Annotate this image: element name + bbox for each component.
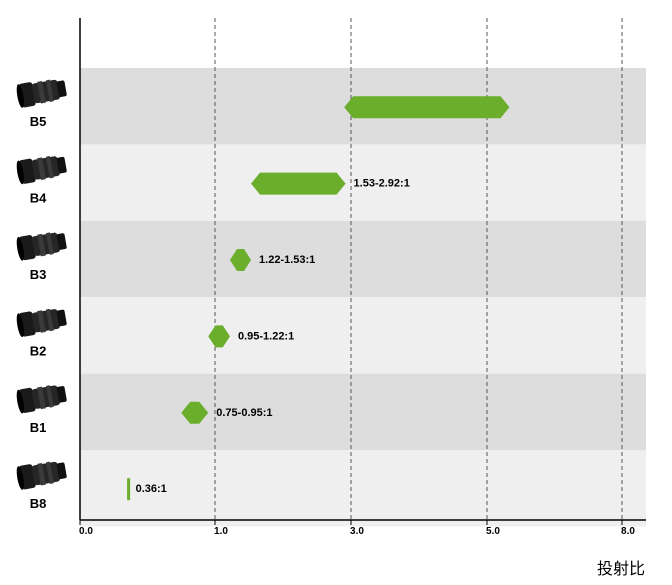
row-bands — [80, 68, 646, 527]
x-tick-label: 8.0 — [621, 526, 635, 537]
category-label: B1 — [30, 420, 47, 435]
range-label: 0.36:1 — [136, 483, 167, 495]
lens-icon — [15, 76, 68, 109]
category-label: B3 — [30, 267, 47, 282]
category-label: B8 — [30, 496, 47, 511]
x-tick-label: 3.0 — [350, 526, 364, 537]
x-tick-label: 5.0 — [486, 526, 500, 537]
range-bar — [251, 172, 346, 195]
range-bar — [127, 478, 131, 501]
range-bar — [208, 325, 230, 348]
row-band — [80, 450, 646, 527]
axes — [79, 18, 646, 521]
range-label: 0.75-0.95:1 — [216, 407, 272, 419]
lens-icon — [15, 229, 68, 262]
range-label: 1.53-2.92:1 — [354, 178, 410, 190]
range-bar — [344, 96, 510, 119]
row-band — [80, 220, 646, 298]
lens-icon — [15, 458, 68, 491]
category-label: B2 — [30, 343, 47, 358]
lens-icon — [15, 305, 68, 338]
category-label: B4 — [30, 191, 47, 206]
lens-icon — [15, 381, 68, 414]
range-bar — [181, 401, 209, 424]
lens-icon — [15, 152, 68, 185]
range-label: 0.95-1.22:1 — [238, 330, 294, 342]
row-band — [80, 373, 646, 450]
x-tick-label: 1.0 — [214, 526, 228, 537]
row-band — [80, 297, 646, 374]
range-bar — [229, 249, 252, 271]
row-band — [80, 144, 646, 221]
x-tick-label: 0.0 — [79, 526, 93, 537]
range-label: 1.22-1.53:1 — [259, 254, 315, 266]
category-label: B5 — [30, 114, 47, 129]
range-bars: 2.90-5.5:11.53-2.92:11.22-1.53:10.95-1.2… — [127, 96, 510, 501]
lens-categories: B5 B4 B3 B2 B1 B8 — [15, 76, 68, 511]
x-axis-title: 投射比 — [597, 560, 645, 578]
x-tick-labels: 0.0 1.0 3.0 5.0 8.0 — [79, 520, 635, 537]
